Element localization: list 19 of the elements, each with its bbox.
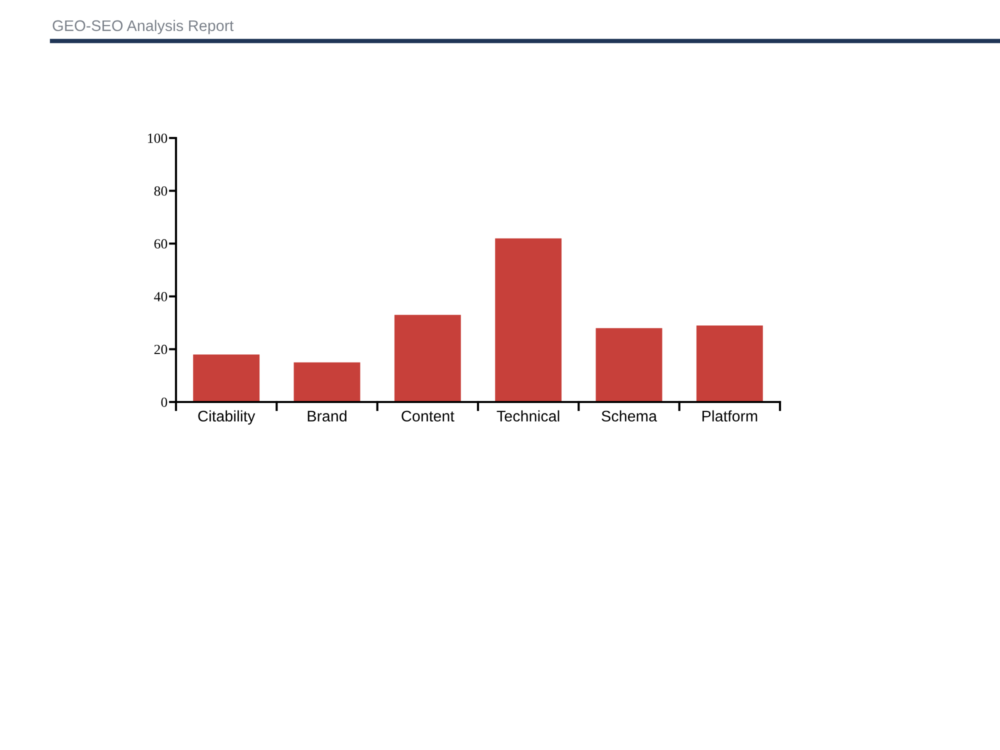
y-tick-label: 80: [154, 186, 168, 196]
bar: [596, 328, 662, 402]
bar: [294, 362, 360, 402]
bar: [193, 354, 260, 402]
x-tick-label: Citability: [198, 410, 256, 425]
bar: [394, 314, 461, 402]
y-tick-label: 40: [154, 292, 168, 302]
x-tick-label: Technical: [496, 410, 560, 422]
y-tick-label: 20: [154, 344, 168, 354]
x-tick-label: Brand: [308, 410, 346, 422]
x-tick-label: Schema: [602, 410, 658, 422]
y-tick-label: 100: [148, 134, 168, 143]
bar: [495, 238, 562, 402]
bar: [696, 325, 763, 402]
y-tick-label: 60: [154, 239, 168, 249]
x-tick-label: Platform: [702, 410, 758, 422]
y-tick-label: 0: [161, 398, 168, 407]
chart-title: GEO-SEO Analysis Report: [52, 20, 234, 34]
x-tick-label: Content: [402, 410, 454, 422]
